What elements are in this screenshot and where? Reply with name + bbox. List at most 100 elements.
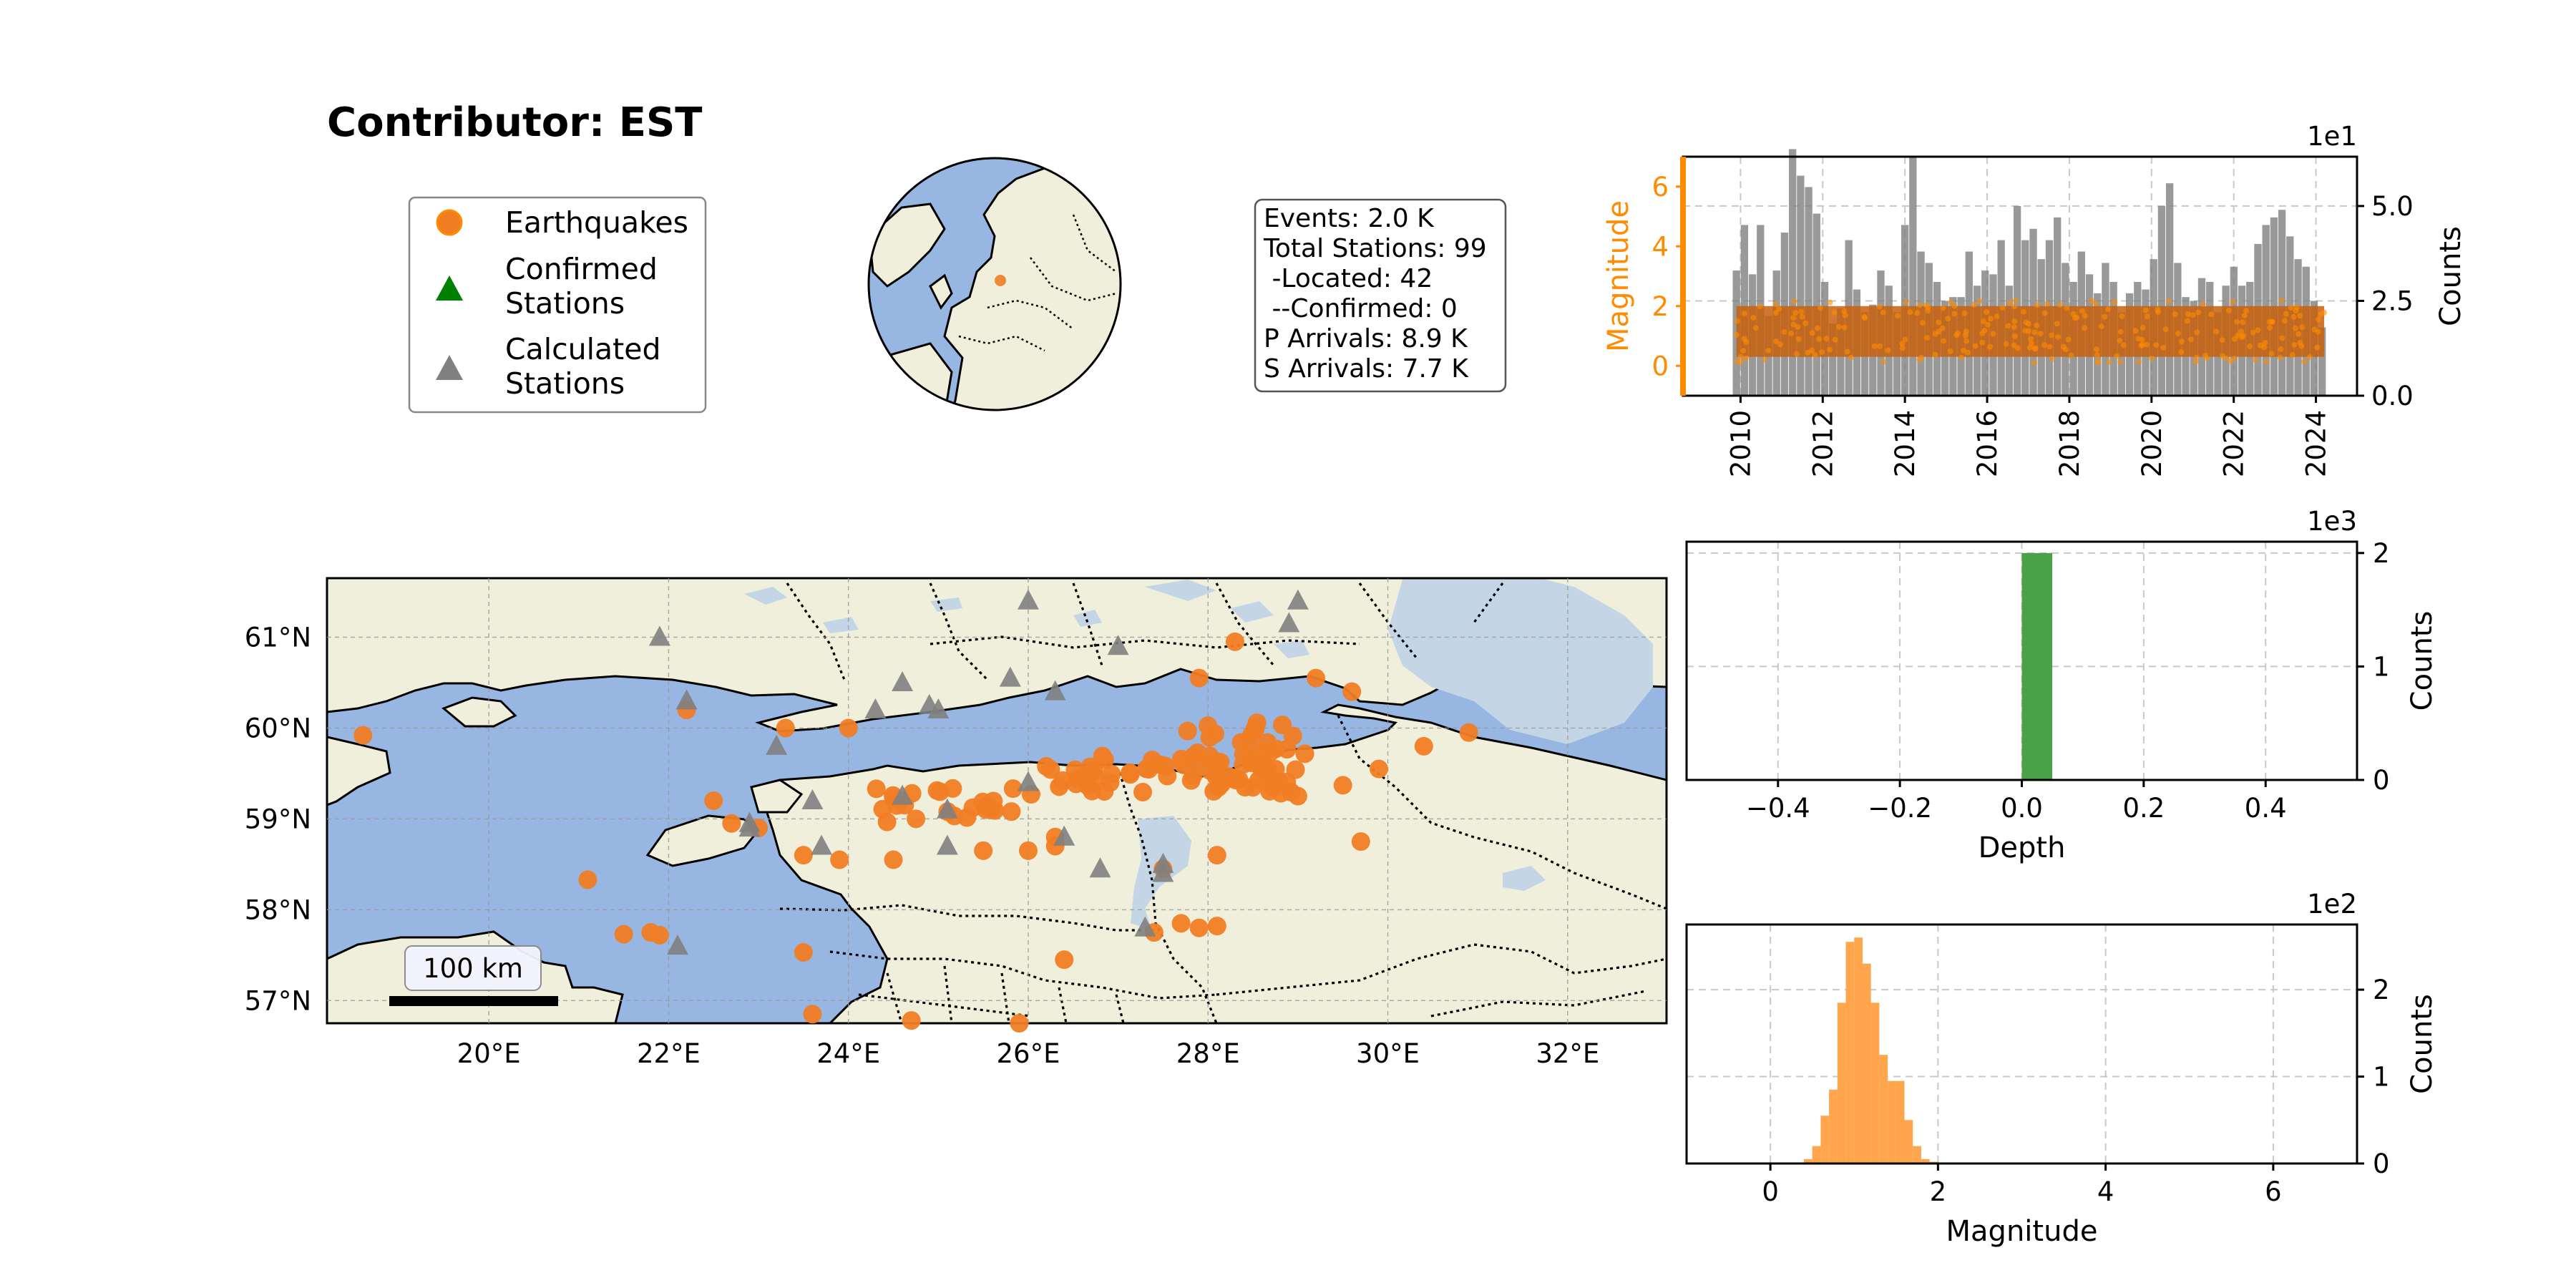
- timeline-magnitude-point: [2023, 319, 2029, 326]
- timeline-magnitude-point: [1984, 308, 1990, 315]
- timeline-magnitude-point: [1836, 323, 1843, 330]
- timeline-magnitude-point: [2098, 323, 2104, 330]
- timeline-magnitude-point: [2306, 354, 2313, 361]
- timeline-magnitude-point: [2195, 309, 2202, 316]
- map-scalebar: 100 km: [389, 945, 558, 1006]
- mag-hist-x-tick-label: 4: [2097, 1176, 2114, 1207]
- timeline-magnitude-point: [2230, 298, 2236, 305]
- mag-hist-bar: [1845, 942, 1855, 1163]
- timeline-magnitude-point: [2184, 318, 2190, 324]
- globe-greenland-land: [869, 203, 946, 288]
- timeline-magnitude-point: [2117, 337, 2123, 343]
- earthquake-point: [1003, 779, 1023, 799]
- timeline-x-tick-label: 2020: [2137, 410, 2167, 477]
- timeline-magnitude-point: [1733, 331, 1740, 338]
- magnitude-histogram: 0 2 4 6 0 1 2 Magnitude Counts 1e2: [1685, 889, 2439, 1248]
- timeline-magnitude-point: [2153, 342, 2160, 348]
- timeline-magnitude-point: [1871, 343, 1878, 349]
- timeline-magnitude-point: [1958, 354, 1964, 361]
- timeline-magnitude-point: [2132, 328, 2139, 334]
- timeline-magnitude-point: [2213, 328, 2220, 335]
- timeline-magnitude-point: [1903, 299, 1909, 306]
- earthquake-point: [1171, 914, 1191, 933]
- timeline-magnitude-point: [2021, 308, 2027, 315]
- timeline-count-bar: [2165, 183, 2174, 396]
- globe-outline: [867, 157, 1122, 411]
- earthquake-point: [1209, 754, 1229, 774]
- map-lake-ilmen: [1503, 866, 1546, 891]
- station-triangle-icon: [999, 666, 1021, 687]
- timeline-magnitude-point: [1775, 306, 1782, 312]
- timeline-magnitude-point: [2138, 342, 2145, 348]
- timeline-magnitude-point: [2065, 336, 2072, 343]
- timeline-magnitude-point: [1827, 346, 1833, 353]
- station-triangle-icon: [675, 689, 698, 710]
- timeline-magnitude-point: [2268, 351, 2275, 357]
- timeline-magnitude-point: [2278, 297, 2285, 303]
- timeline-x-tick-label: 2014: [1890, 410, 1921, 477]
- earthquake-point: [830, 850, 849, 869]
- timeline-magnitude-point: [2227, 358, 2233, 364]
- map-legend: Earthquakes Confirmed Stations Calculate…: [408, 196, 707, 414]
- timeline-count-bar: [2157, 205, 2166, 396]
- earthquake-point: [1414, 736, 1433, 756]
- timeline-magnitude-point: [2193, 354, 2200, 361]
- timeline-magnitude-point: [2267, 324, 2273, 331]
- timeline-magnitude-point: [1899, 345, 1906, 351]
- timeline-magnitude-point: [1936, 319, 1942, 326]
- earthquake-point: [1342, 682, 1362, 701]
- map-island-hiiumaa: [750, 779, 804, 814]
- timeline-magnitude-point: [1788, 331, 1795, 337]
- timeline-magnitude-point: [2144, 313, 2150, 320]
- timeline-magnitude-point: [2031, 360, 2038, 366]
- earthquake-point: [1247, 713, 1267, 733]
- timeline-magnitude-point: [2082, 313, 2088, 319]
- timeline-magnitude-point: [1812, 352, 1818, 358]
- timeline-magnitude-point: [2068, 352, 2074, 358]
- earthquake-point: [1050, 777, 1069, 796]
- earthquake-point: [614, 924, 633, 944]
- timeline-magnitude-point: [2155, 306, 2161, 313]
- globe-inset: [867, 157, 1122, 411]
- timeline-magnitude-point: [1832, 336, 1838, 343]
- timeline-count-bar: [1813, 213, 1820, 396]
- timeline-magnitude-point: [2250, 329, 2256, 336]
- timeline-magnitude-point: [1772, 301, 1779, 308]
- timeline-magnitude-point: [2231, 355, 2238, 361]
- timeline-magnitude-point: [1961, 311, 1968, 317]
- info-total-stations: Total Stations: 99: [1263, 234, 1487, 263]
- timeline-magnitude-point: [1971, 301, 1977, 308]
- timeline-magnitude-point: [1842, 312, 1848, 318]
- timeline-magnitude-point: [2178, 338, 2185, 345]
- map-land-south: [757, 703, 1667, 1023]
- timeline-magnitude-point: [1918, 354, 1924, 361]
- earthquake-point: [1146, 754, 1165, 774]
- timeline-magnitude-point: [1980, 318, 1986, 325]
- earthquake-point: [722, 814, 741, 833]
- timeline-magnitude-point: [1988, 316, 1994, 322]
- timeline-magnitude-point: [2106, 358, 2112, 365]
- station-triangle-icon: [766, 734, 788, 755]
- station-triangle-icon: [1089, 857, 1111, 878]
- station-triangle-icon: [666, 935, 688, 955]
- timeline-magnitude-point: [2114, 353, 2120, 359]
- timeline-magnitude-point: [1902, 336, 1908, 343]
- timeline-magnitude-point: [1734, 318, 1740, 324]
- timeline-magnitude-point: [2299, 324, 2306, 331]
- timeline-magnitude-point: [2204, 355, 2210, 361]
- timeline-magnitude-point: [2034, 322, 2040, 328]
- earthquake-point: [1205, 724, 1224, 743]
- mag-hist-x-tick-label: 6: [2265, 1176, 2282, 1207]
- timeline-magnitude-point: [2288, 305, 2294, 311]
- timeline-magnitude-point: [1951, 311, 1958, 317]
- timeline-magnitude-point: [2185, 311, 2191, 317]
- timeline-x-tick-label: 2024: [2301, 410, 2332, 477]
- timeline-magnitude-point: [1790, 315, 1796, 321]
- earthquake-point: [1102, 764, 1121, 784]
- mag-hist-bar: [1803, 1158, 1813, 1163]
- timeline-magnitude-point: [2219, 337, 2225, 343]
- earthquake-point: [873, 799, 892, 819]
- timeline-count-bar: [1788, 149, 1797, 396]
- timeline-magnitude-point: [1827, 299, 1833, 306]
- mag-hist-bar: [1854, 937, 1863, 1163]
